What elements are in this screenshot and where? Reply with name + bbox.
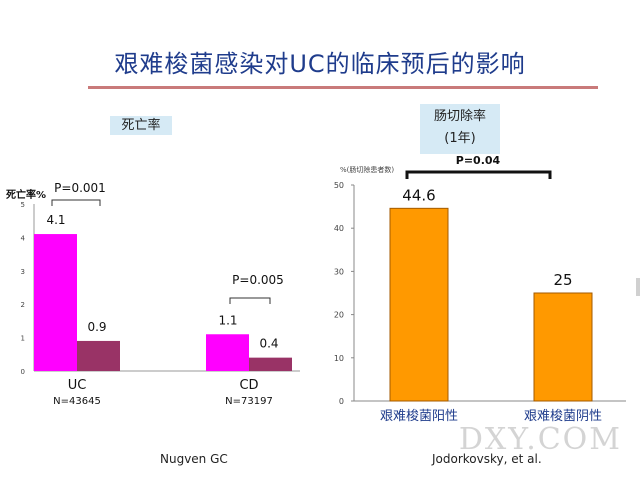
mortality-tag: 死亡率	[110, 116, 172, 135]
group-label: CD	[239, 378, 258, 393]
y-axis-label: 死亡率%	[6, 188, 46, 201]
bar-cd-0	[206, 334, 249, 371]
data-label: 44.6	[402, 186, 435, 204]
resection-chart: %(肠切除患者数) 0 10 20 30 40 50 44.6 艰难梭菌阳性 25 艰难梭菌阴性 P=…	[334, 154, 626, 424]
p-value-label: P=0.04	[456, 154, 501, 167]
bar-cd-1	[249, 357, 292, 371]
data-label: 25	[553, 271, 572, 289]
data-label: 0.9	[87, 320, 106, 334]
y-tick-label: 0	[21, 368, 25, 376]
resection-tag-line2: (1年)	[444, 131, 476, 146]
data-label: 0.4	[259, 337, 278, 351]
y-tick-label: 40	[334, 224, 344, 233]
y-tick-label: 2	[21, 301, 25, 309]
group-label: UC	[68, 378, 87, 393]
p-value-label: P=0.005	[232, 273, 284, 287]
p-value-label: P=0.001	[54, 181, 106, 195]
y-tick-label: 50	[334, 181, 344, 190]
bar-uc-0	[34, 234, 77, 371]
y-tick-label: 10	[334, 354, 344, 363]
significance-bracket	[229, 297, 271, 304]
x-category-label: 艰难梭菌阳性	[380, 408, 458, 424]
watermark: DXY.COM	[458, 422, 622, 457]
bar-uc-1	[77, 340, 120, 371]
bar-1	[533, 292, 593, 402]
y-tick-label: 4	[21, 234, 26, 242]
y-tick-label: 0	[339, 397, 344, 406]
credit-left: Nugven GC	[160, 452, 228, 466]
title-underline	[88, 86, 598, 89]
significance-bracket	[51, 199, 101, 206]
y-tick-label: 20	[334, 311, 344, 320]
resection-tag-line1: 肠切除率	[433, 109, 486, 124]
edge-marker	[636, 278, 640, 296]
significance-bracket	[405, 170, 552, 179]
x-category-label: 艰难梭菌阴性	[524, 408, 602, 424]
slide-title: 艰难梭菌感染对UC的临床预后的影响	[114, 50, 526, 78]
y-tick-label: 1	[21, 335, 25, 343]
mortality-chart: 死亡率% 0 1 2 3 4 5 4.1 0.9 UC N=43645 1.1 0.4 CD N=73197…	[6, 181, 300, 407]
data-label: 1.1	[218, 313, 237, 327]
y-tick-label: 30	[334, 267, 344, 276]
bar-0	[389, 207, 449, 402]
group-n-label: N=43645	[53, 396, 101, 407]
credit-right: Jodorkovsky, et al.	[432, 452, 542, 466]
y-axis-label: %(肠切除患者数)	[340, 165, 394, 174]
y-tick-label: 3	[21, 268, 25, 276]
data-label: 4.1	[46, 213, 65, 227]
group-n-label: N=73197	[225, 396, 273, 407]
resection-tag: 肠切除率 (1年)	[420, 104, 500, 154]
y-tick-label: 5	[21, 201, 25, 209]
